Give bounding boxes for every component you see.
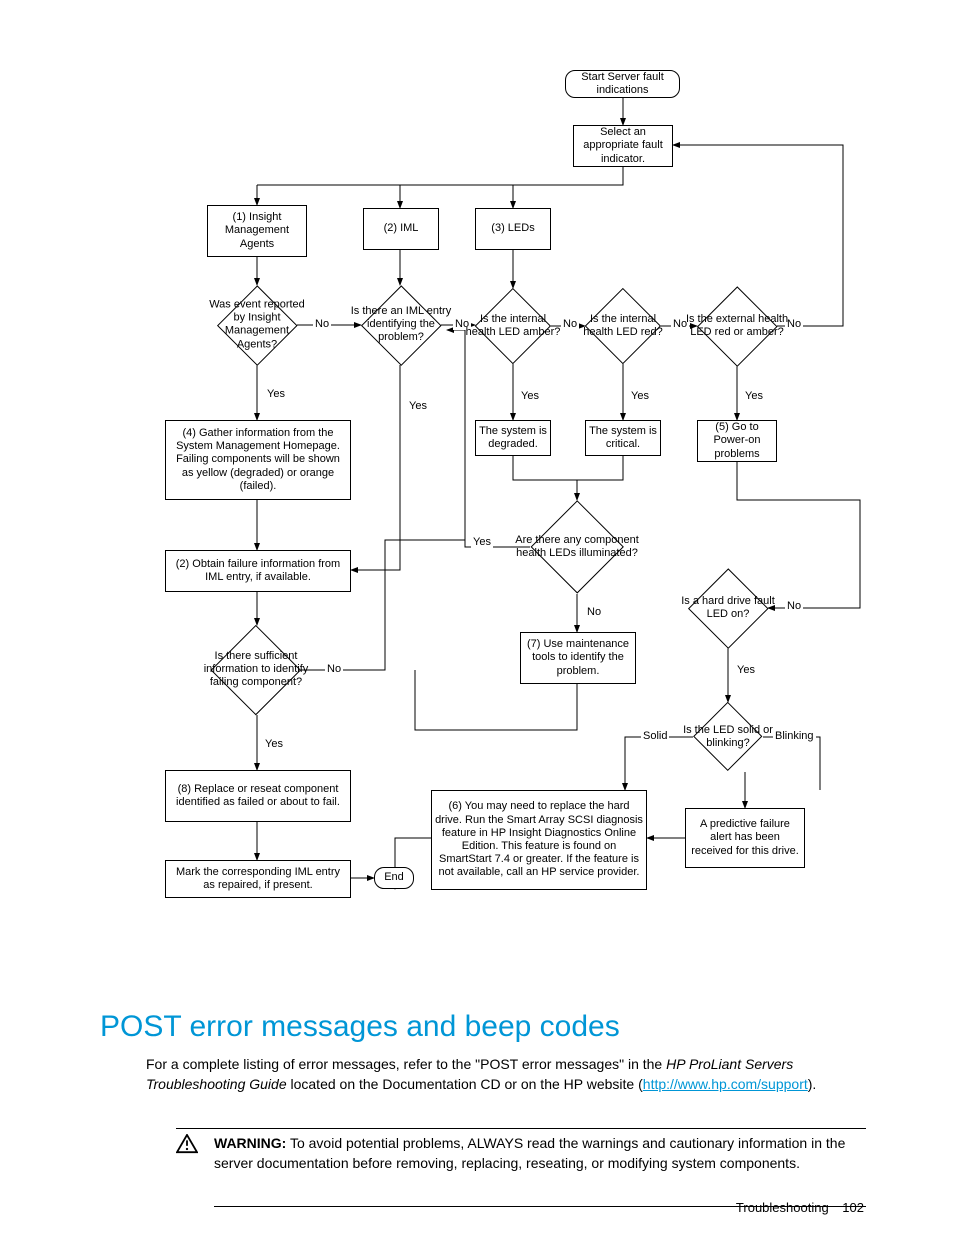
flowchart-process: (4) Gather information from the System M…	[165, 420, 351, 500]
flowchart-process: A predictive failure alert has been rece…	[685, 808, 805, 868]
body-prefix: For a complete listing of error messages…	[146, 1056, 666, 1072]
flowchart-decision: Are there any component health LEDs illu…	[530, 500, 624, 594]
flowchart-edge-label: Blinking	[773, 730, 816, 742]
page-footer: Troubleshooting 102	[736, 1200, 864, 1215]
body-paragraph: For a complete listing of error messages…	[146, 1055, 866, 1094]
flowchart-decision: Is a hard drive fault LED on?	[688, 568, 768, 648]
warning-rule-top	[176, 1128, 866, 1129]
flowchart-process: Mark the corresponding IML entry as repa…	[165, 860, 351, 898]
flowchart-edge-label: Yes	[743, 390, 765, 402]
flowchart-edge-label: Yes	[629, 390, 651, 402]
flowchart-process: (8) Replace or reseat component identifi…	[165, 770, 351, 822]
footer-page-number: 102	[842, 1200, 864, 1215]
flowchart-process: Select an appropriate fault indicator.	[573, 125, 673, 167]
flowchart-edge-label: Yes	[735, 664, 757, 676]
flowchart-edge-label: No	[313, 318, 331, 330]
flowchart-process: (2) IML	[363, 208, 439, 250]
flowchart-decision: Is the internal health LED amber?	[475, 288, 551, 364]
warning-label: WARNING:	[214, 1135, 286, 1151]
flowchart-edge-label: Yes	[471, 536, 493, 548]
flowchart-process: (6) You may need to replace the hard dri…	[431, 790, 647, 890]
section-heading: POST error messages and beep codes	[100, 1010, 620, 1044]
flowchart-edge-label: Yes	[263, 738, 285, 750]
support-link[interactable]: http://www.hp.com/support	[643, 1076, 808, 1092]
flowchart-decision: Was event reported by Insight Management…	[217, 285, 297, 365]
flowchart-edge-label: Yes	[407, 400, 429, 412]
flowchart-process: (5) Go to Power-on problems	[697, 420, 777, 462]
flowchart-edge-label: No	[785, 600, 803, 612]
footer-section: Troubleshooting	[736, 1200, 829, 1215]
warning-body: To avoid potential problems, ALWAYS read…	[214, 1135, 845, 1171]
flowchart-decision: Is the LED solid or blinking?	[693, 702, 763, 772]
flowchart-edge-label: No	[325, 663, 343, 675]
flowchart-decision: Is there an IML entry identifying the pr…	[361, 285, 441, 365]
flowchart-edge-label: No	[585, 606, 603, 618]
flowchart-decision: Is there sufficient information to ident…	[211, 625, 301, 715]
flowchart-terminal: End	[374, 867, 414, 889]
flowchart-process: The system is degraded.	[475, 420, 551, 456]
flowchart-edge-label: Yes	[265, 388, 287, 400]
flowchart-edge-label: Solid	[641, 730, 669, 742]
flowchart-diagram: Start Server fault indications Select an …	[125, 70, 865, 990]
flowchart-terminal: Start Server fault indications	[565, 70, 680, 98]
flowchart-decision: Is the internal health LED red?	[585, 288, 661, 364]
flowchart-process: (2) Obtain failure information from IML …	[165, 550, 351, 592]
body-suffix: ).	[808, 1076, 817, 1092]
flowchart-process: (7) Use maintenance tools to identify th…	[520, 632, 636, 684]
flowchart-edge-label: Yes	[519, 390, 541, 402]
flowchart-decision: Is the external health LED red or amber?	[697, 286, 777, 366]
flowchart-process: The system is critical.	[585, 420, 661, 456]
flowchart-process: (1) Insight Management Agents	[207, 205, 307, 257]
flowchart-process: (3) LEDs	[475, 208, 551, 250]
body-middle: located on the Documentation CD or on th…	[287, 1076, 643, 1092]
warning-paragraph: WARNING: To avoid potential problems, AL…	[214, 1134, 854, 1173]
warning-icon	[176, 1134, 198, 1154]
